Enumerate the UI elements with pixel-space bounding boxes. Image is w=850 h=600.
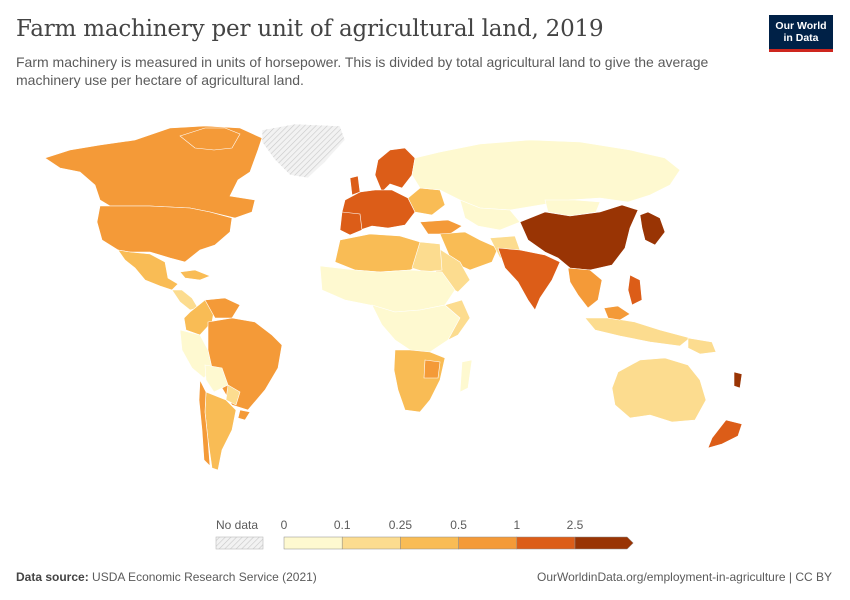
region-philippines[interactable] bbox=[627, 274, 643, 306]
region-china[interactable] bbox=[519, 204, 639, 271]
logo-line-2: in Data bbox=[783, 32, 819, 44]
region-egypt[interactable] bbox=[411, 241, 443, 273]
region-mongolia[interactable] bbox=[544, 199, 601, 217]
chart-title: Farm machinery per unit of agricultural … bbox=[16, 16, 604, 42]
legend-bin-0[interactable] bbox=[283, 536, 343, 550]
region-korea-japan[interactable] bbox=[639, 211, 666, 246]
region-canada-islands[interactable] bbox=[179, 127, 241, 151]
region-central-africa[interactable] bbox=[371, 304, 461, 353]
region-uruguay[interactable] bbox=[237, 409, 251, 421]
region-venezuela[interactable] bbox=[204, 297, 241, 319]
region-united-states[interactable] bbox=[96, 205, 233, 263]
region-bolivia[interactable] bbox=[204, 364, 229, 393]
region-new-zealand[interactable] bbox=[707, 419, 743, 449]
region-madagascar[interactable] bbox=[459, 359, 473, 393]
region-mexico[interactable] bbox=[117, 249, 179, 291]
world-map bbox=[44, 123, 743, 471]
region-greenland[interactable] bbox=[261, 123, 346, 179]
region-southern-africa[interactable] bbox=[393, 349, 446, 413]
legend-tick-0: 0 bbox=[280, 518, 288, 532]
region-brazil[interactable] bbox=[207, 317, 283, 411]
data-source: Data source: USDA Economic Research Serv… bbox=[16, 570, 317, 584]
data-source-text[interactable]: USDA Economic Research Service (2021) bbox=[92, 570, 317, 584]
region-papua-new-guinea[interactable] bbox=[687, 337, 717, 355]
region-uk[interactable] bbox=[349, 175, 361, 196]
region-kazakhstan[interactable] bbox=[459, 199, 521, 231]
legend bbox=[215, 536, 634, 550]
region-zimbabwe[interactable] bbox=[423, 359, 441, 379]
data-source-label: Data source: bbox=[16, 570, 89, 584]
legend-bin-5[interactable] bbox=[574, 536, 634, 550]
legend-nodata-swatch[interactable] bbox=[215, 536, 264, 550]
region-east-africa[interactable] bbox=[444, 299, 471, 341]
region-russia[interactable] bbox=[411, 139, 681, 211]
region-cuba[interactable] bbox=[179, 269, 211, 281]
chart-subtitle: Farm machinery is measured in units of h… bbox=[16, 54, 709, 88]
region-myanmar-thailand[interactable] bbox=[567, 267, 603, 309]
region-sahel-west-africa[interactable] bbox=[319, 265, 456, 313]
footer-url[interactable]: OurWorldinData.org/employment-in-agricul… bbox=[536, 570, 832, 584]
region-australia[interactable] bbox=[611, 357, 707, 423]
region-paraguay[interactable] bbox=[225, 384, 241, 406]
legend-color-bins bbox=[283, 536, 634, 550]
legend-tick-1: 0.1 bbox=[333, 518, 351, 532]
legend-bin-4[interactable] bbox=[516, 536, 576, 550]
legend-bin-3[interactable] bbox=[458, 536, 518, 550]
region-iberia[interactable] bbox=[339, 211, 363, 236]
owid-logo[interactable]: Our World in Data bbox=[769, 15, 833, 52]
region-chile[interactable] bbox=[198, 378, 211, 467]
legend-nodata-label: No data bbox=[216, 518, 259, 532]
legend-tick-4: 1 bbox=[513, 518, 521, 532]
legend-tick-3: 0.5 bbox=[450, 518, 467, 532]
legend-bin-1[interactable] bbox=[341, 536, 401, 550]
region-turkey[interactable] bbox=[419, 219, 463, 235]
legend-tick-2: 0.25 bbox=[388, 518, 413, 532]
region-central-america[interactable] bbox=[171, 289, 199, 311]
logo-line-1: Our World bbox=[775, 20, 827, 32]
region-nordic[interactable] bbox=[374, 147, 416, 193]
region-malaysia[interactable] bbox=[603, 305, 631, 321]
legend-tick-5: 2.5 bbox=[566, 518, 584, 532]
region-pacific-islands[interactable] bbox=[733, 371, 743, 389]
legend-bin-2[interactable] bbox=[400, 536, 459, 550]
region-india[interactable] bbox=[497, 247, 561, 311]
region-indonesia[interactable] bbox=[584, 317, 691, 347]
